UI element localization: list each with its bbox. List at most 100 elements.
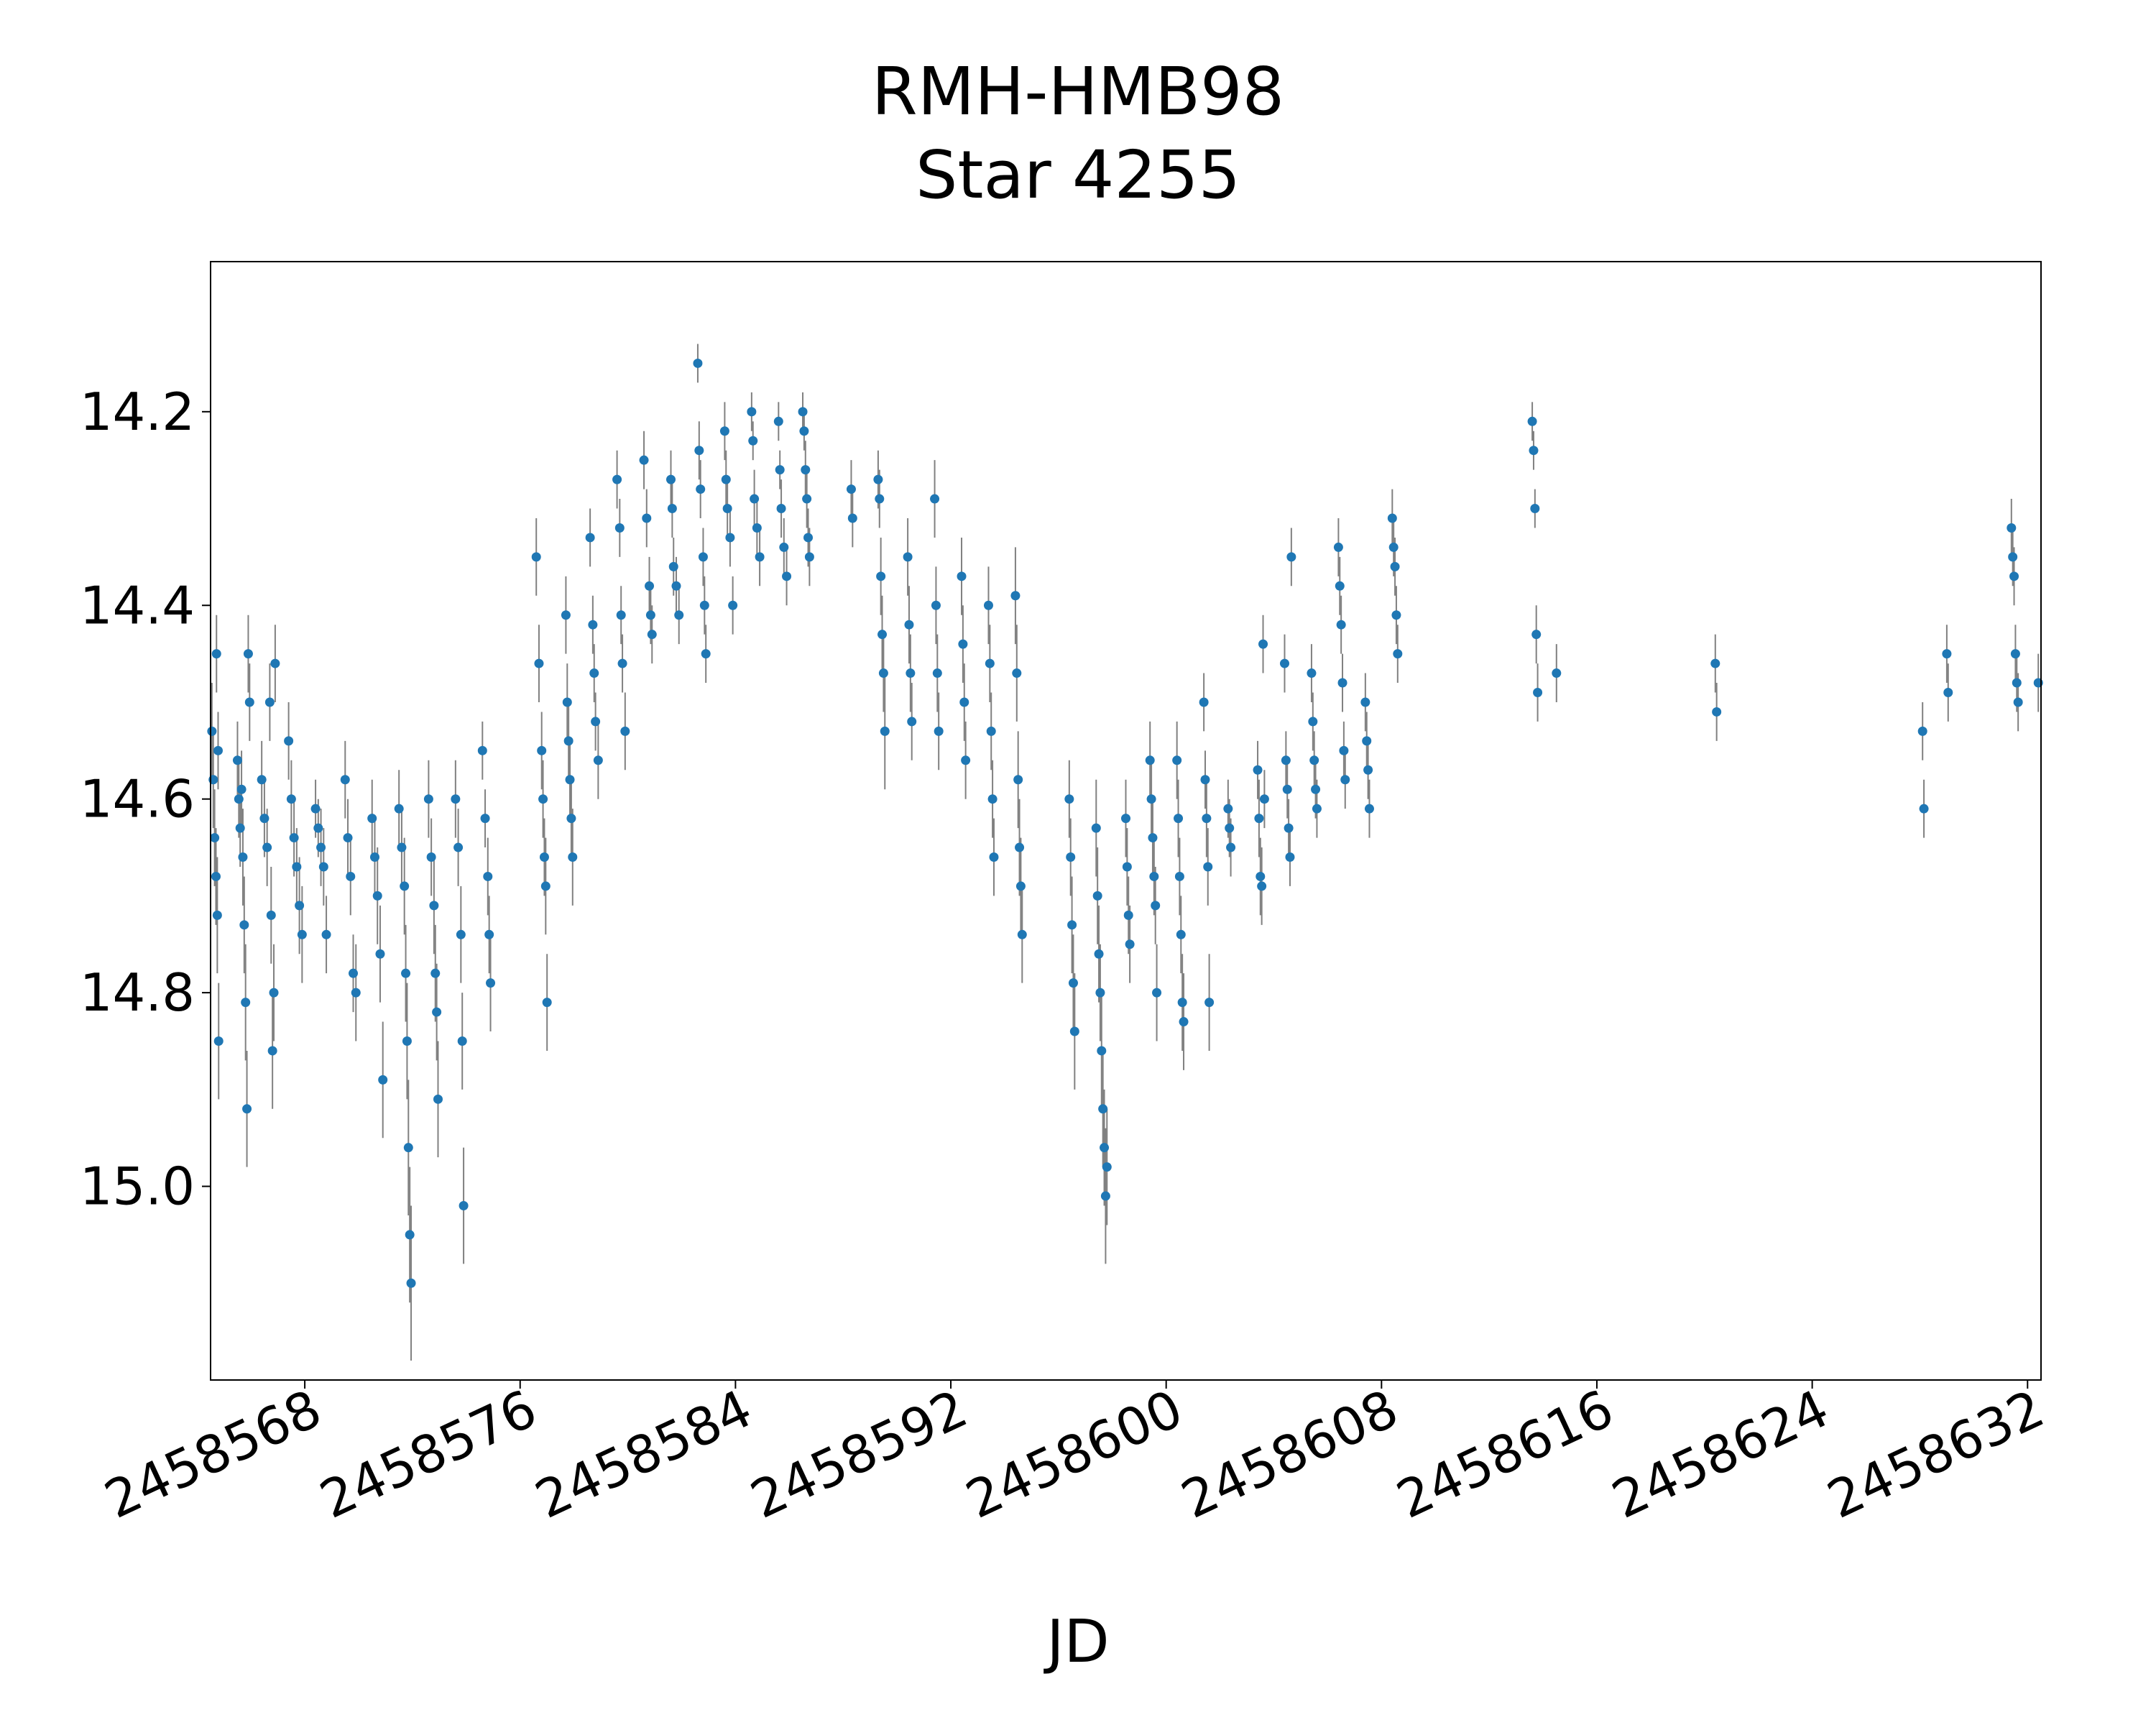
data-point bbox=[1362, 736, 1372, 746]
data-point bbox=[1015, 842, 1025, 852]
data-point bbox=[880, 726, 890, 736]
data-point bbox=[351, 988, 361, 998]
data-point bbox=[1145, 755, 1155, 765]
data-point bbox=[1710, 658, 1720, 668]
data-point bbox=[566, 814, 576, 824]
data-point bbox=[534, 658, 544, 668]
data-point bbox=[318, 862, 328, 872]
data-point bbox=[1100, 1143, 1110, 1153]
data-point bbox=[316, 842, 326, 852]
data-point bbox=[1282, 784, 1292, 794]
data-point bbox=[698, 552, 708, 562]
data-point bbox=[876, 571, 886, 581]
y-tick-label: 14.6 bbox=[80, 769, 195, 829]
data-point bbox=[877, 630, 888, 640]
y-tick-label: 14.8 bbox=[80, 962, 195, 1023]
data-point bbox=[696, 484, 706, 494]
marker-layer bbox=[207, 358, 2043, 1288]
data-point bbox=[721, 474, 731, 484]
data-point bbox=[1125, 939, 1135, 949]
x-axis-label: JD bbox=[1046, 1608, 1110, 1676]
data-point bbox=[647, 630, 657, 640]
data-point bbox=[699, 600, 709, 610]
data-point bbox=[722, 504, 732, 514]
data-point bbox=[1333, 542, 1343, 552]
data-point bbox=[1121, 814, 1130, 824]
data-point bbox=[2010, 649, 2020, 659]
x-tick-label: 2458624 bbox=[1603, 1378, 1838, 1530]
data-point bbox=[1067, 920, 1077, 930]
data-point bbox=[1942, 649, 1952, 659]
data-point bbox=[213, 745, 223, 755]
data-point bbox=[728, 600, 738, 610]
data-point bbox=[243, 649, 253, 659]
data-point bbox=[804, 552, 814, 562]
data-point bbox=[725, 533, 735, 543]
data-point bbox=[1533, 687, 1543, 697]
data-point bbox=[1148, 833, 1158, 843]
data-point bbox=[1199, 697, 1209, 707]
data-point bbox=[426, 852, 436, 862]
data-point bbox=[802, 494, 812, 504]
data-point bbox=[1363, 765, 1373, 775]
data-point bbox=[1919, 804, 1929, 814]
data-point bbox=[321, 929, 331, 939]
data-point bbox=[1311, 784, 1321, 794]
data-point bbox=[1309, 755, 1319, 765]
data-point bbox=[235, 823, 245, 833]
data-point bbox=[593, 755, 603, 765]
data-point bbox=[779, 542, 789, 552]
data-point bbox=[1151, 901, 1161, 911]
data-point bbox=[799, 426, 809, 436]
data-point bbox=[563, 736, 573, 746]
data-point bbox=[397, 842, 407, 852]
data-point bbox=[1202, 814, 1212, 824]
data-point bbox=[1552, 668, 1562, 678]
data-point bbox=[1335, 581, 1345, 591]
data-point bbox=[210, 833, 220, 843]
data-point bbox=[375, 949, 385, 959]
chart-title-line-1: RMH-HMB98 bbox=[871, 53, 1285, 130]
data-point bbox=[1712, 707, 1722, 717]
data-point bbox=[429, 901, 439, 911]
data-point bbox=[1286, 552, 1296, 562]
data-point bbox=[694, 446, 704, 456]
data-point bbox=[538, 794, 548, 804]
data-point bbox=[346, 871, 356, 881]
data-point bbox=[401, 968, 411, 978]
data-point bbox=[873, 474, 883, 484]
data-point bbox=[1012, 668, 1022, 678]
data-point bbox=[1279, 658, 1289, 668]
data-point bbox=[423, 794, 433, 804]
data-point bbox=[1253, 765, 1263, 775]
data-point bbox=[588, 620, 598, 630]
data-point bbox=[1339, 745, 1349, 755]
data-point bbox=[212, 910, 222, 920]
data-point bbox=[1285, 852, 1295, 862]
data-point bbox=[1336, 620, 1346, 630]
data-point bbox=[748, 436, 758, 446]
data-point bbox=[269, 988, 279, 998]
data-point bbox=[1225, 823, 1235, 833]
data-point bbox=[486, 978, 496, 988]
data-point bbox=[934, 726, 944, 736]
data-point bbox=[211, 649, 221, 659]
data-point bbox=[1123, 910, 1133, 920]
data-point bbox=[931, 600, 941, 610]
data-point bbox=[236, 784, 247, 794]
data-point bbox=[343, 833, 353, 843]
data-point bbox=[295, 901, 305, 911]
data-point bbox=[2007, 523, 2017, 533]
data-point bbox=[232, 755, 242, 765]
data-point bbox=[776, 504, 786, 514]
data-point bbox=[241, 998, 251, 1008]
data-point bbox=[244, 697, 254, 707]
data-point bbox=[266, 910, 276, 920]
data-point bbox=[540, 881, 550, 891]
data-point bbox=[986, 726, 996, 736]
y-tick-label: 15.0 bbox=[80, 1156, 195, 1217]
data-point bbox=[1530, 504, 1540, 514]
data-point bbox=[369, 852, 379, 862]
data-point bbox=[719, 426, 729, 436]
data-point bbox=[1388, 542, 1399, 552]
